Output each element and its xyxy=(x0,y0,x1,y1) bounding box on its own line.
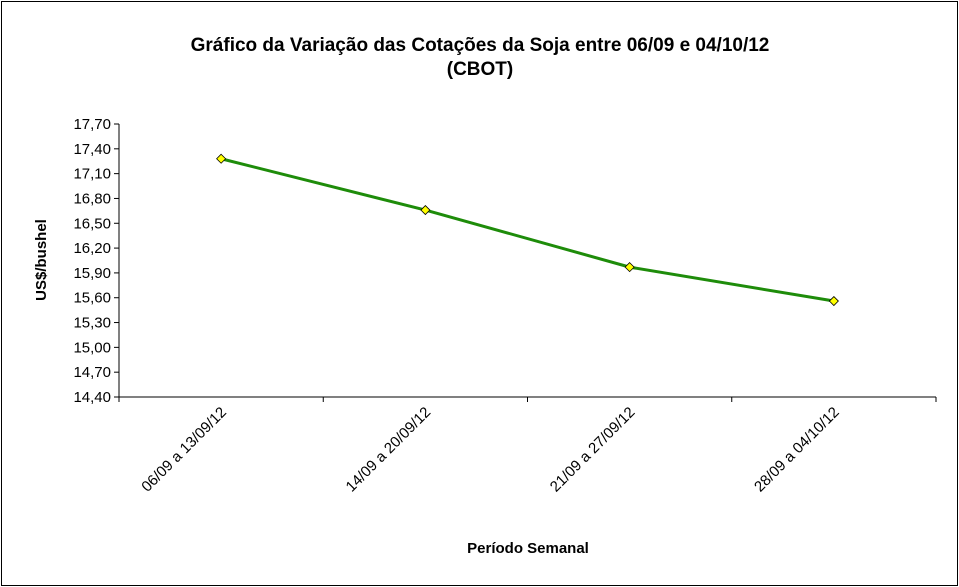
data-point-marker xyxy=(828,295,839,307)
x-tick-label: 21/09 a 27/09/12 xyxy=(547,404,639,496)
x-ticks: 06/09 a 13/09/12 14/09 a 20/09/12 21/09 a … xyxy=(118,397,937,496)
y-tick-label: 16,50 xyxy=(73,215,111,232)
y-tick-label: 17,10 xyxy=(73,166,111,183)
y-tick-label: 17,70 xyxy=(73,116,111,133)
data-point-marker xyxy=(420,204,431,216)
series-line xyxy=(220,157,835,303)
y-tick-label: 15,90 xyxy=(73,265,111,282)
y-tick-label: 16,80 xyxy=(73,190,111,207)
y-tick-label: 15,00 xyxy=(73,339,111,356)
y-ticks: 17,70 17,40 17,10 16,80 16,50 16,20 15,90 15,60… xyxy=(73,116,119,406)
chart-title: Gráfico da Variação das Cotações da Soja… xyxy=(191,35,770,56)
series-layer xyxy=(216,153,839,307)
x-tick-label: 06/09 a 13/09/12 xyxy=(138,404,230,496)
chart-subtitle: (CBOT) xyxy=(447,59,513,80)
x-axis-label: Período Semanal xyxy=(467,540,589,557)
data-point-marker xyxy=(216,153,227,164)
x-tick-label: 14/09 a 20/09/12 xyxy=(343,404,435,496)
y-axis-label: US$/bushel xyxy=(33,219,50,301)
y-tick-label: 14,70 xyxy=(73,364,111,381)
x-tick-label: 28/09 a 04/10/12 xyxy=(751,404,843,496)
y-tick-label: 17,40 xyxy=(73,141,111,158)
y-tick-label: 16,20 xyxy=(73,240,111,257)
data-point-marker xyxy=(624,262,635,273)
y-tick-label: 15,30 xyxy=(73,315,111,332)
y-tick-label: 15,60 xyxy=(73,290,111,307)
y-tick-label: 14,40 xyxy=(73,389,111,406)
